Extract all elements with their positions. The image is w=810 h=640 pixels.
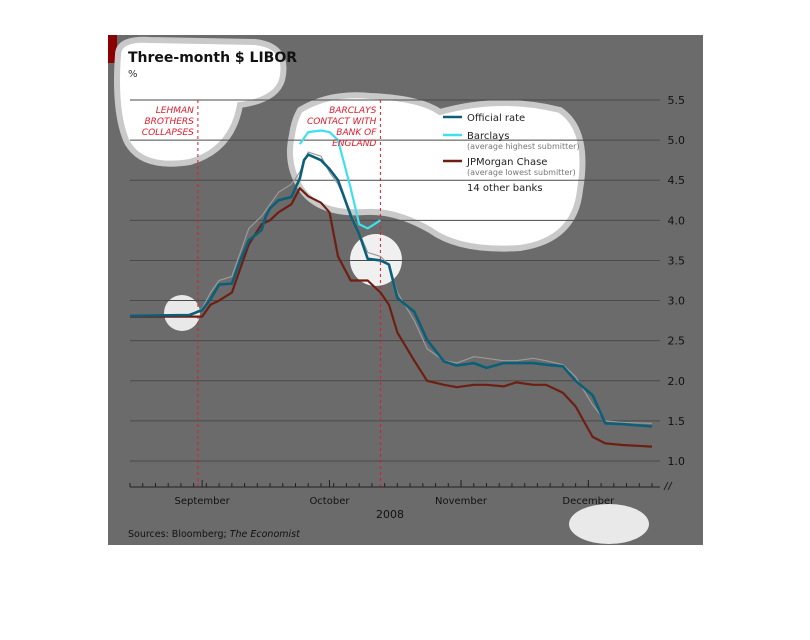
highlight-circle: [164, 295, 200, 331]
annotation-text: CONTACT WITH: [307, 117, 377, 127]
highlight-ellipse: [569, 504, 649, 544]
y-tick-label: 4.5: [668, 174, 686, 187]
y-tick-label: 1.5: [668, 415, 686, 428]
series-lines: [129, 129, 653, 448]
series-line-official: [129, 153, 653, 428]
sources-note: Sources: Bloomberg; The Economist: [128, 529, 301, 540]
legend-label: JPMorgan Chase: [466, 157, 547, 168]
y-tick-label: 3.5: [668, 254, 686, 267]
annotation-text: ENGLAND: [332, 139, 376, 149]
series-line-jpmorgan: [130, 187, 653, 448]
gridlines: [130, 99, 660, 462]
y-tick-label: 2.5: [668, 335, 686, 348]
annotation-text: BARCLAYS: [329, 106, 377, 116]
series-line-others: [130, 151, 653, 424]
annotation-text: LEHMAN: [156, 106, 194, 116]
legend: Official rate Barclays(average highest su…: [443, 113, 580, 194]
x-tick-label: November: [435, 496, 488, 507]
x-tick-label: December: [562, 496, 615, 507]
legend-label: Barclays: [467, 131, 509, 142]
year-label: 2008: [376, 508, 404, 521]
highlight-bubbles: [114, 36, 649, 544]
unit-label: %: [128, 69, 138, 80]
series-line-barclays: [298, 129, 381, 230]
sources-italic: The Economist: [230, 529, 301, 540]
legend-label: 14 other banks: [467, 183, 543, 194]
legend-sublabel: (average highest submitter): [467, 142, 580, 151]
y-tick-label: 1.0: [668, 455, 686, 468]
y-tick-label: 5.0: [668, 134, 686, 147]
title-accent-bar: [108, 35, 117, 63]
y-axis: 1.0 1.5 2.0 2.5 3.0 3.5 4.0 4.5 5.0 5.5: [668, 94, 686, 468]
highlight-bubble: [114, 36, 287, 167]
x-tick-label: September: [175, 496, 231, 507]
chart-title: Three-month $ LIBOR: [128, 50, 297, 66]
y-tick-label: 3.0: [668, 295, 686, 308]
legend-sublabel: (average lowest submitter): [467, 168, 576, 177]
y-tick-label: 2.0: [668, 375, 686, 388]
annotation-text: BROTHERS: [144, 117, 194, 127]
sources-prefix: Sources: Bloomberg;: [128, 529, 230, 540]
y-tick-label: 5.5: [668, 94, 686, 107]
y-tick-label: 4.0: [668, 214, 686, 227]
annotation-text: BANK OF: [336, 128, 377, 138]
x-tick-label: October: [309, 496, 350, 507]
x-axis: September October November December: [129, 480, 673, 507]
legend-label: Official rate: [467, 113, 525, 124]
axis-break-icon: [663, 481, 673, 491]
annotation-text: COLLAPSES: [142, 128, 194, 138]
